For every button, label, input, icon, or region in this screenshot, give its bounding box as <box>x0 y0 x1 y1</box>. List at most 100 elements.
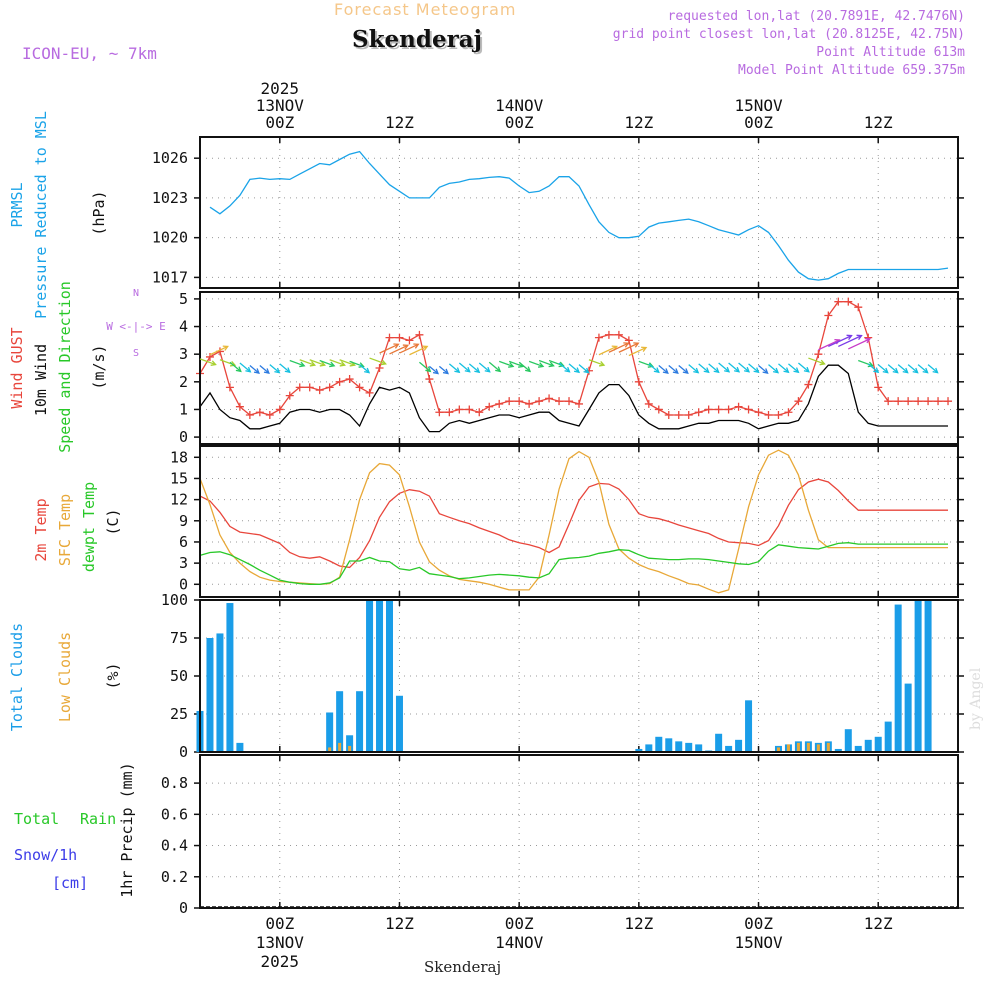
low-cloud-bar <box>786 744 790 752</box>
wind-arrow-head <box>537 362 545 368</box>
wind-arrow-head <box>583 367 590 374</box>
wind-arrow-head <box>793 367 800 374</box>
total-cloud-bar <box>386 600 393 752</box>
wind-arrow <box>808 357 825 365</box>
total-cloud-bar <box>216 633 224 752</box>
wind-arrow <box>229 361 242 372</box>
wind-arrow-head <box>422 345 429 351</box>
gust-marker <box>594 333 603 342</box>
panel-temp: 0 3 6 9 12 15 18 <box>170 445 964 598</box>
gust-marker <box>505 397 514 406</box>
wind-arrow <box>458 362 471 373</box>
bottom-time-label: 12Z <box>864 914 893 933</box>
total-cloud-bar <box>346 735 354 752</box>
gust-marker <box>545 394 554 403</box>
wind-arrow-head <box>641 346 648 352</box>
wind-arrow <box>538 359 554 367</box>
gust-marker <box>325 383 334 392</box>
gust-marker <box>704 405 713 414</box>
wind-arrow <box>608 342 629 353</box>
wind-arrow-head <box>263 368 270 374</box>
gust-marker <box>794 397 803 406</box>
panel-frame <box>199 599 959 753</box>
top-time-label: 12Z <box>385 113 414 132</box>
low-cloud-bar <box>776 747 780 752</box>
gust-marker <box>405 336 414 345</box>
wind-arrow <box>299 359 315 366</box>
wind-unit: (m/s) <box>90 344 108 389</box>
wind-arrow-head <box>633 342 640 348</box>
wind-arrow <box>309 359 325 366</box>
y-tick-label: 0 <box>179 428 188 446</box>
series-line-sfc-temp <box>199 449 948 594</box>
wind-arrow <box>329 359 345 366</box>
series-line-wind-gust <box>199 301 948 416</box>
wind-arrow-head <box>319 360 327 367</box>
gust-marker <box>415 330 424 339</box>
y-tick-label: 6 <box>179 533 188 551</box>
gust-marker <box>644 399 653 408</box>
gust-marker <box>854 303 863 312</box>
wind-10m-label: 10m Wind <box>32 344 50 416</box>
panel-frame <box>199 754 959 909</box>
temp-sfc-label: SFC Temp <box>56 494 74 566</box>
wind-arrow <box>907 364 919 374</box>
wind-arrow <box>568 363 580 373</box>
gust-marker <box>565 397 574 406</box>
wind-arrow-head <box>484 366 491 373</box>
wind-arrow-head <box>525 366 532 373</box>
low-cloud-bar <box>328 747 332 752</box>
gust-marker <box>914 397 923 406</box>
total-cloud-bar <box>665 738 673 752</box>
gust-marker <box>824 311 833 320</box>
gust-marker <box>884 397 893 406</box>
gust-marker <box>834 297 843 306</box>
wind-arrow <box>478 362 491 373</box>
total-clouds-label: Total Clouds <box>8 623 26 731</box>
wind-arrow-head <box>253 368 260 374</box>
wind-arrow <box>927 364 938 374</box>
gust-marker <box>654 405 663 414</box>
total-cloud-bar <box>834 748 842 752</box>
wind-arrow-head <box>912 367 919 374</box>
wind-arrow-head <box>309 360 317 367</box>
gust-marker <box>874 383 883 392</box>
wind-arrow <box>269 364 280 374</box>
bottom-time-label: 2025 <box>261 952 300 971</box>
wind-arrow-head <box>882 367 889 374</box>
precip-total-label: Total <box>14 810 59 828</box>
y-tick-label: 0.8 <box>161 774 188 792</box>
gust-marker <box>814 350 823 359</box>
wind-arrow <box>838 335 862 348</box>
gust-marker <box>315 386 324 395</box>
grid-lines <box>200 755 958 909</box>
wind-arrow <box>578 364 589 374</box>
wind-arrow <box>409 345 428 356</box>
wind-arrow-head <box>846 334 853 341</box>
total-cloud-bar <box>695 744 703 752</box>
wind-arrow <box>379 343 399 354</box>
wind-arrow-head <box>425 366 432 373</box>
y-tick-label: 3 <box>179 345 188 363</box>
wind-arrow-head <box>474 367 481 374</box>
bottom-time-label: 15NOV <box>734 933 783 952</box>
gust-marker <box>285 391 294 400</box>
wind-arrow <box>867 363 879 373</box>
wind-arrow-head <box>653 367 660 374</box>
low-cloud-bar <box>816 744 820 752</box>
gust-marker <box>714 405 723 414</box>
gust-marker <box>395 333 404 342</box>
total-cloud-bar <box>685 742 693 752</box>
wind-arrow <box>598 345 617 356</box>
wind-arrow-head <box>380 359 387 366</box>
wind-arrow <box>848 338 871 350</box>
temp-2m-label: 2m Temp <box>32 498 50 561</box>
wind-arrow <box>698 363 710 373</box>
footer-location: Skenderaj <box>424 958 502 976</box>
precip-label: 1hr Precip (mm) <box>118 762 136 897</box>
gust-marker <box>604 330 613 339</box>
top-time-label: 00Z <box>265 113 294 132</box>
wind-arrow-head <box>329 361 336 368</box>
total-cloud-bar <box>356 691 364 752</box>
